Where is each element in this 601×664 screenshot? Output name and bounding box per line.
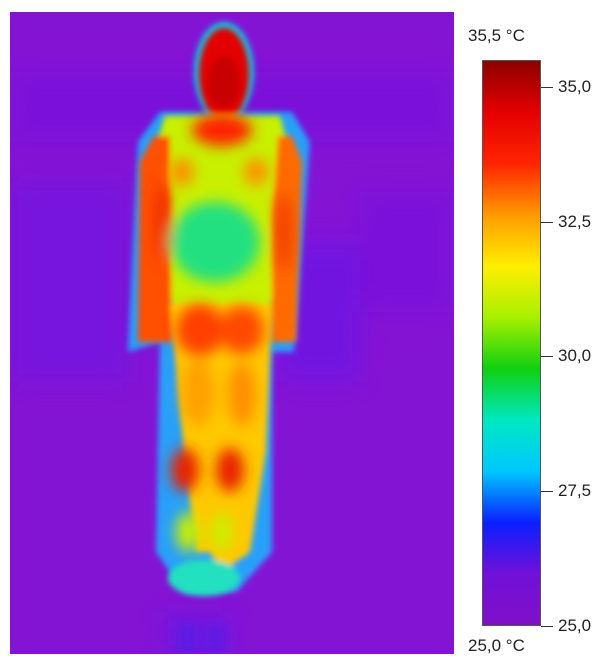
scale-tick-label: 25,0 bbox=[558, 616, 592, 635]
head-core bbox=[208, 56, 240, 108]
scale-tick-label: 27,5 bbox=[558, 481, 592, 501]
scale-tick-label: 35,0 bbox=[558, 76, 592, 96]
thermal-image bbox=[10, 12, 454, 654]
scale-max-label: 35,5 °C bbox=[468, 26, 525, 45]
scale-min-label: 25,0 °C bbox=[468, 636, 525, 655]
scale-tick-mark bbox=[541, 356, 553, 358]
scale-tick-label: 32,5 bbox=[558, 211, 592, 231]
scale-tick-label: 30,0 bbox=[558, 346, 592, 366]
scale-tick-mark bbox=[541, 626, 553, 627]
thermal-hotspots bbox=[154, 114, 292, 552]
scale-tick-mark bbox=[541, 221, 553, 223]
scale-tick-mark bbox=[541, 86, 553, 88]
floor-reflection bbox=[176, 622, 226, 654]
color-scale-bar bbox=[482, 60, 541, 626]
scale-tick-mark bbox=[541, 491, 553, 493]
